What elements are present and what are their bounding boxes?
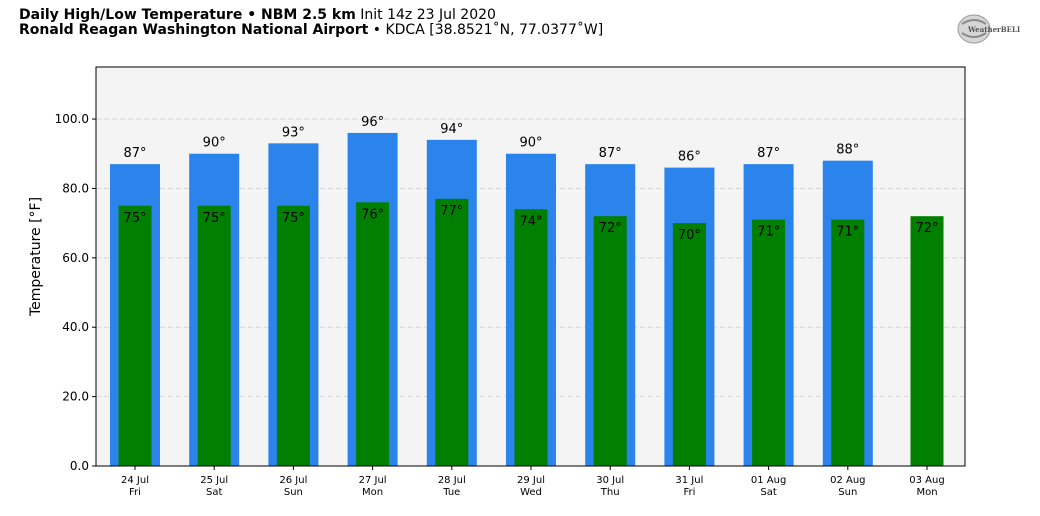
low-label: 74° [519,214,542,229]
x-tick-label-weekday: Fri [129,487,141,498]
low-label: 71° [757,225,780,240]
weatherbell-logo-icon: WeatherBELL [956,12,1022,46]
high-label: 87° [123,146,146,161]
high-label: 90° [519,136,542,151]
low-bar [910,216,944,466]
high-label: 94° [440,122,463,137]
high-label: 87° [599,146,622,161]
station-info: • KDCA [38.8521˚N, 77.0377˚W] [372,22,604,38]
y-axis-label: Temperature [°F] [28,197,44,317]
title-line: Daily High/Low Temperature • NBM 2.5 km … [19,8,603,23]
x-tick-label-date: 26 Jul [279,475,307,486]
low-label: 75° [203,211,226,226]
y-tick-label: 80.0 [62,181,89,195]
y-tick-label: 0.0 [70,459,89,473]
y-tick-label: 100.0 [55,112,89,126]
low-label: 76° [361,207,384,222]
x-tick-label-date: 03 Aug [909,475,944,486]
low-bar [435,198,469,466]
low-label: 75° [123,211,146,226]
x-tick-label-weekday: Sun [838,487,857,498]
low-label: 77° [440,204,463,219]
x-tick-label-date: 30 Jul [596,475,624,486]
chart-header: Daily High/Low Temperature • NBM 2.5 km … [19,8,603,38]
high-label: 88° [836,143,859,158]
low-bar [831,219,865,466]
station-line: Ronald Reagan Washington National Airpor… [19,23,603,38]
y-tick-label: 40.0 [62,320,89,334]
x-tick-label-date: 28 Jul [438,475,466,486]
high-label: 90° [203,136,226,151]
x-tick-label-date: 31 Jul [675,475,703,486]
low-label: 71° [836,225,859,240]
low-bar [276,205,310,467]
bars [110,132,944,467]
x-tick-label-weekday: Thu [600,487,620,498]
x-tick-label-date: 02 Aug [830,475,865,486]
data-labels: 87° 75° 90° 75° 93° 75° 96° 76° 94° 77° 90° 74° 87° 7… [123,115,938,243]
init-time: Init 14z 23 Jul 2020 [360,7,496,23]
low-bar [197,205,231,467]
x-tick-label-weekday: Mon [362,487,383,498]
low-bar [593,216,627,466]
low-bar [356,202,390,466]
x-tick-label-weekday: Wed [520,487,542,498]
logo-text: WeatherBELL [967,25,1020,34]
x-tick-label-date: 25 Jul [200,475,228,486]
station-name: Ronald Reagan Washington National Airpor… [19,22,369,38]
x-tick-label-weekday: Mon [916,487,937,498]
high-label: 87° [757,146,780,161]
low-bar [118,205,152,467]
y-tick-label: 60.0 [62,251,89,265]
x-tick-label-weekday: Sat [760,487,776,498]
y-tick-label: 20.0 [62,390,89,404]
x-tick-label-date: 24 Jul [121,475,149,486]
high-label: 93° [282,125,305,140]
chart-title: Daily High/Low Temperature • NBM 2.5 km [19,7,356,23]
x-tick-label-date: 01 Aug [751,475,786,486]
low-bar [672,223,706,466]
low-bar [514,209,548,466]
x-tick-label-weekday: Fri [683,487,695,498]
y-axis: 0.0 20.0 40.0 60.0 80.0 100.0 [55,112,96,473]
x-tick-label-weekday: Tue [442,487,460,498]
x-tick-label-weekday: Sun [284,487,303,498]
low-label: 72° [915,221,938,236]
x-tick-label-weekday: Sat [206,487,222,498]
low-bar [752,219,786,466]
high-label: 96° [361,115,384,130]
high-label: 86° [678,150,701,165]
low-label: 70° [678,228,701,243]
x-tick-label-date: 27 Jul [359,475,387,486]
low-label: 72° [599,221,622,236]
x-tick-label-date: 29 Jul [517,475,545,486]
low-label: 75° [282,211,305,226]
